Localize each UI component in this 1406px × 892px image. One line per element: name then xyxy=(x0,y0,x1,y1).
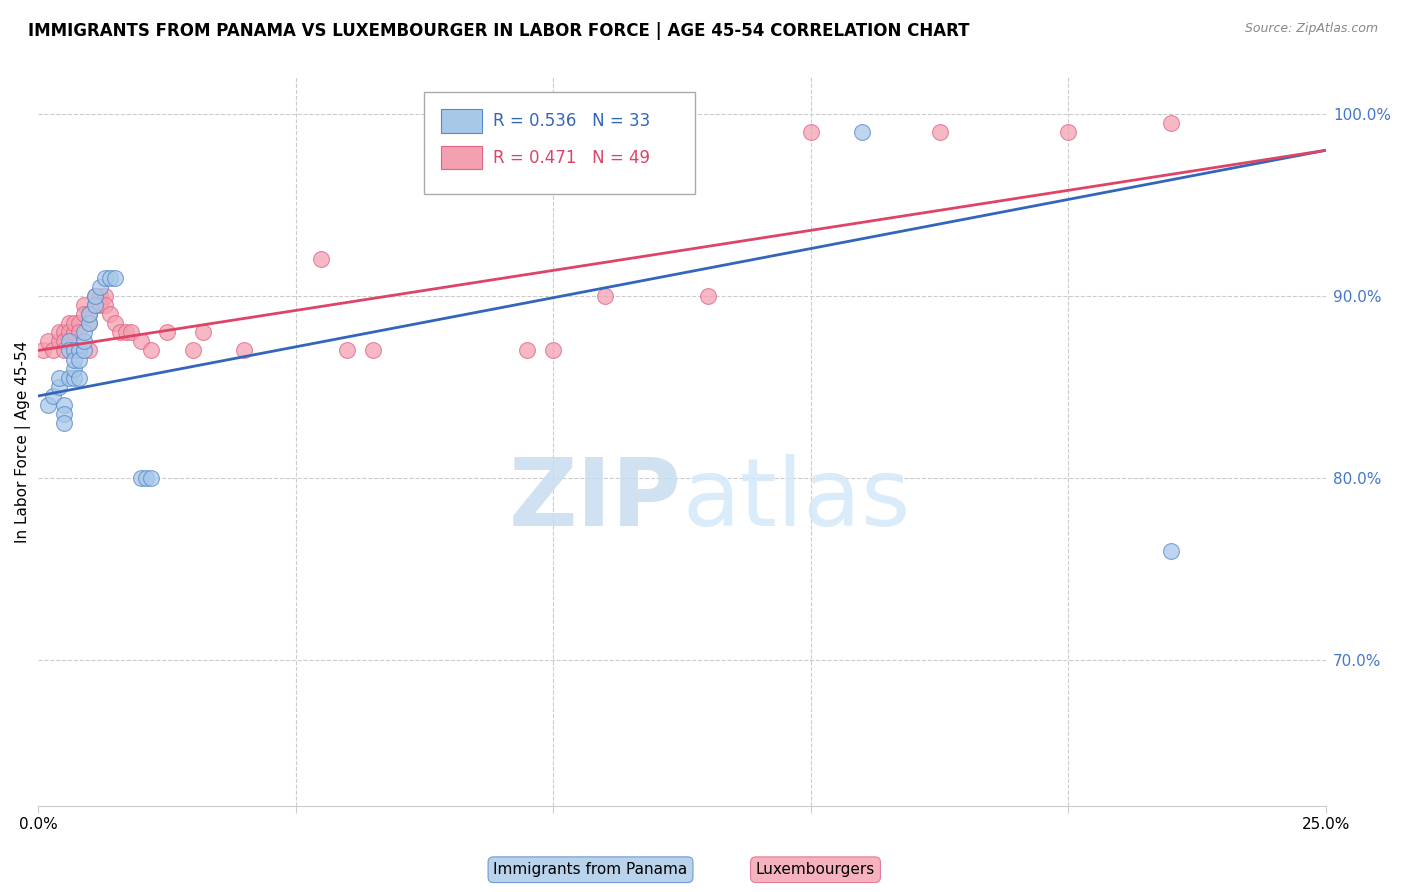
Point xyxy=(141,471,163,485)
Text: atlas: atlas xyxy=(682,454,910,546)
Point xyxy=(129,334,152,349)
Point xyxy=(191,326,214,340)
Point xyxy=(73,343,96,358)
Point xyxy=(67,326,90,340)
Point xyxy=(67,316,90,330)
Point xyxy=(928,125,950,139)
Point xyxy=(94,270,117,285)
Point xyxy=(94,298,117,312)
Point xyxy=(73,298,96,312)
Point xyxy=(79,307,101,321)
Point xyxy=(593,289,616,303)
Point xyxy=(52,398,75,412)
Point xyxy=(800,125,823,139)
Point xyxy=(89,298,111,312)
Point xyxy=(67,343,90,358)
Point xyxy=(79,316,101,330)
Point xyxy=(52,417,75,431)
Point xyxy=(141,343,163,358)
Point xyxy=(63,371,86,385)
FancyBboxPatch shape xyxy=(425,92,695,194)
Point xyxy=(63,352,86,367)
Point xyxy=(89,280,111,294)
Point xyxy=(52,407,75,421)
Text: ZIP: ZIP xyxy=(509,454,682,546)
Text: Immigrants from Panama: Immigrants from Panama xyxy=(494,863,688,877)
Point xyxy=(233,343,256,358)
Point xyxy=(110,326,132,340)
Point xyxy=(851,125,873,139)
Text: IMMIGRANTS FROM PANAMA VS LUXEMBOURGER IN LABOR FORCE | AGE 45-54 CORRELATION CH: IMMIGRANTS FROM PANAMA VS LUXEMBOURGER I… xyxy=(28,22,970,40)
Point xyxy=(58,326,80,340)
Point xyxy=(1160,543,1182,558)
Point xyxy=(42,343,65,358)
Point xyxy=(83,289,105,303)
Point xyxy=(696,289,718,303)
Point xyxy=(73,334,96,349)
Point xyxy=(58,343,80,358)
Point xyxy=(98,307,121,321)
Point xyxy=(63,343,86,358)
Point xyxy=(58,371,80,385)
Point xyxy=(89,289,111,303)
Point xyxy=(73,326,96,340)
Point xyxy=(63,361,86,376)
Point xyxy=(541,343,564,358)
Point xyxy=(37,398,59,412)
Point xyxy=(58,316,80,330)
Point xyxy=(52,326,75,340)
Point xyxy=(63,316,86,330)
Point xyxy=(129,471,152,485)
FancyBboxPatch shape xyxy=(441,146,482,169)
Point xyxy=(1057,125,1080,139)
Point xyxy=(94,289,117,303)
Point xyxy=(104,316,127,330)
Point xyxy=(181,343,204,358)
Point xyxy=(79,316,101,330)
Point xyxy=(135,471,157,485)
Point xyxy=(37,334,59,349)
Point xyxy=(63,343,86,358)
Point xyxy=(120,326,142,340)
Point xyxy=(311,252,333,267)
Point xyxy=(48,326,70,340)
Point xyxy=(79,343,101,358)
Point xyxy=(67,371,90,385)
Point xyxy=(1160,116,1182,130)
Point xyxy=(83,298,105,312)
Point xyxy=(63,326,86,340)
Point xyxy=(48,371,70,385)
Y-axis label: In Labor Force | Age 45-54: In Labor Force | Age 45-54 xyxy=(15,341,31,542)
Point xyxy=(336,343,359,358)
Text: R = 0.471   N = 49: R = 0.471 N = 49 xyxy=(492,149,650,167)
Point xyxy=(48,334,70,349)
Point xyxy=(83,289,105,303)
Text: Source: ZipAtlas.com: Source: ZipAtlas.com xyxy=(1244,22,1378,36)
Point xyxy=(156,326,179,340)
Point xyxy=(104,270,127,285)
Point xyxy=(83,298,105,312)
Point xyxy=(42,389,65,403)
Point xyxy=(52,343,75,358)
Point xyxy=(67,343,90,358)
Point xyxy=(52,334,75,349)
FancyBboxPatch shape xyxy=(441,110,482,133)
Point xyxy=(32,343,55,358)
Point xyxy=(58,334,80,349)
Point xyxy=(114,326,136,340)
Point xyxy=(73,307,96,321)
Point xyxy=(361,343,384,358)
Text: Luxembourgers: Luxembourgers xyxy=(756,863,875,877)
Point xyxy=(98,270,121,285)
Text: R = 0.536   N = 33: R = 0.536 N = 33 xyxy=(492,112,650,130)
Point xyxy=(67,352,90,367)
Point xyxy=(79,307,101,321)
Point xyxy=(48,380,70,394)
Point xyxy=(516,343,538,358)
